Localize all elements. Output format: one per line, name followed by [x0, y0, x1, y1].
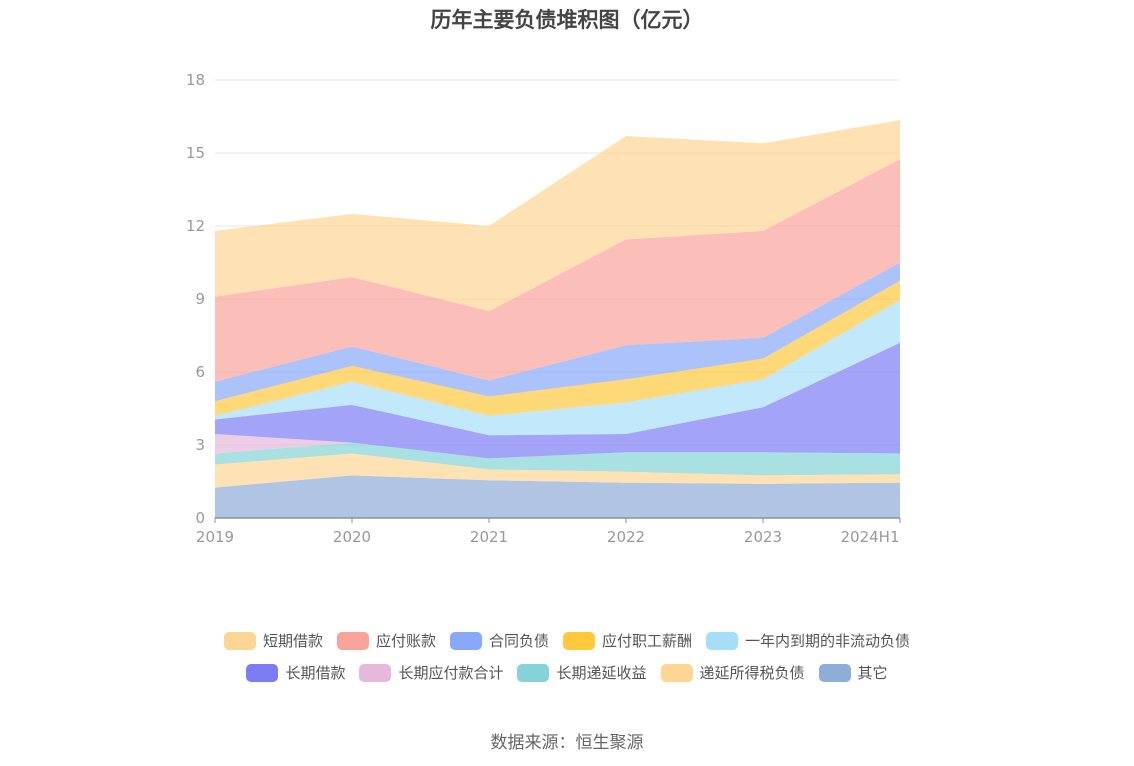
y-tick-label: 6: [195, 363, 205, 381]
legend-swatch: [449, 631, 482, 650]
legend-label: 递延所得税负债: [699, 664, 805, 682]
legend-swatch: [223, 631, 256, 650]
legend-item[interactable]: 一年内到期的非流动负债: [706, 630, 910, 651]
legend-item[interactable]: 应付账款: [336, 630, 436, 651]
legend: 短期借款 应付账款 合同负债 应付职工薪酬 一年内到期的非流动负债 长期借款 长期应付款合…: [0, 630, 1134, 694]
x-tick-label: 2020: [333, 528, 371, 546]
x-tick-label: 2021: [470, 528, 508, 546]
legend-label: 短期借款: [262, 632, 323, 650]
area-短期借款[interactable]: [215, 120, 900, 312]
legend-label: 合同负债: [488, 632, 549, 650]
y-tick-label: 9: [195, 290, 205, 308]
legend-swatch: [563, 631, 595, 650]
area-长期借款[interactable]: [215, 342, 900, 459]
legend-label: 应付职工薪酬: [602, 632, 693, 650]
chart-title: 历年主要负债堆积图（亿元）: [430, 8, 704, 32]
area-其它[interactable]: [215, 475, 900, 518]
x-tick-label: 2022: [607, 528, 645, 546]
legend-item[interactable]: 长期递延收益: [517, 662, 647, 683]
legend-item[interactable]: 短期借款: [223, 630, 323, 651]
legend-swatch: [660, 663, 693, 682]
area-长期递延收益[interactable]: [215, 442, 900, 476]
legend-row: 短期借款 应付账款 合同负债 应付职工薪酬 一年内到期的非流动负债: [0, 630, 1134, 651]
legend-label: 其它: [857, 664, 888, 682]
data-source: 数据来源：恒生聚源: [490, 733, 644, 753]
legend-item[interactable]: 应付职工薪酬: [563, 630, 692, 651]
area-series-layer: [215, 120, 900, 518]
legend-swatch: [517, 663, 550, 682]
legend-item[interactable]: 递延所得税负债: [660, 662, 805, 683]
x-tick-label: 2019: [196, 528, 234, 546]
y-tick-label: 15: [186, 144, 205, 162]
area-一年内到期的非流动负债[interactable]: [215, 300, 900, 436]
legend-item[interactable]: 合同负债: [449, 630, 549, 651]
legend-item[interactable]: 其它: [818, 662, 888, 683]
y-tick-label: 12: [186, 217, 205, 235]
area-递延所得税负债[interactable]: [215, 453, 900, 488]
legend-swatch: [359, 663, 392, 682]
stacked-area-chart: 0 3 6 9 12 15 18 2019 2020 2021 2022 2023 2024H1: [186, 71, 901, 546]
y-tick-label: 0: [195, 509, 205, 527]
area-应付职工薪酬[interactable]: [215, 280, 900, 416]
legend-label: 长期应付款合计: [398, 664, 504, 682]
x-tick-label: 2023: [744, 528, 782, 546]
legend-swatch: [336, 631, 369, 650]
legend-row: 长期借款 长期应付款合计 长期递延收益 递延所得税负债 其它: [0, 662, 1134, 683]
axes: 0 3 6 9 12 15 18 2019 2020 2021 2022 2023 2024H1: [186, 71, 901, 546]
legend-label: 一年内到期的非流动负债: [745, 632, 911, 650]
legend-label: 长期借款: [285, 664, 346, 682]
area-应付账款[interactable]: [215, 159, 900, 382]
legend-item[interactable]: 长期应付款合计: [359, 662, 503, 683]
y-tick-label: 18: [186, 71, 205, 89]
legend-item[interactable]: 长期借款: [246, 662, 345, 683]
legend-swatch: [706, 631, 739, 650]
legend-label: 应付账款: [375, 632, 436, 650]
x-tick-label: 2024H1: [841, 528, 900, 546]
legend-label: 长期递延收益: [556, 664, 647, 682]
area-合同负债[interactable]: [215, 262, 900, 402]
y-tick-label: 3: [195, 436, 205, 454]
legend-swatch: [246, 663, 279, 682]
legend-swatch: [818, 663, 851, 682]
